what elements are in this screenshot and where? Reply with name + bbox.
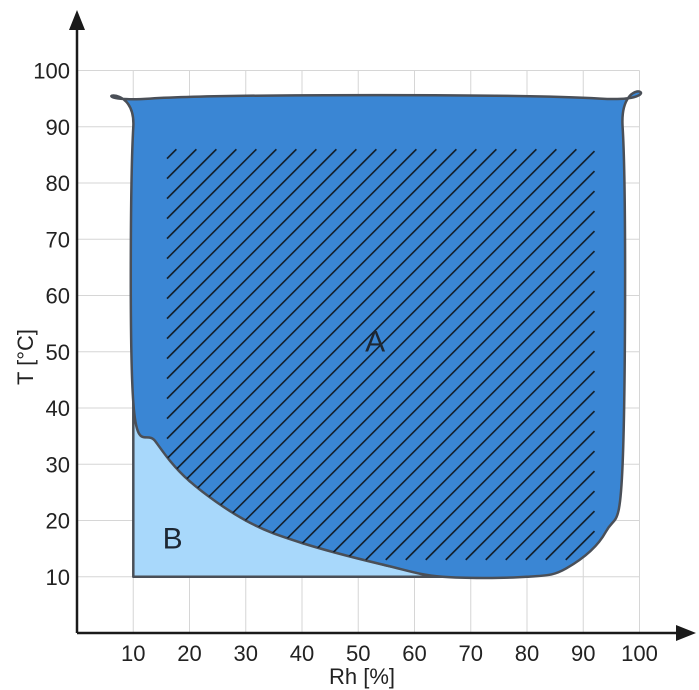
- hatch-line: [166, 148, 177, 160]
- y-axis-label: T [°C]: [13, 329, 38, 385]
- axes: [69, 10, 696, 641]
- hatch-line: [405, 370, 596, 561]
- hatch-line: [285, 250, 596, 561]
- hatch-line: [166, 148, 257, 240]
- hatch-line: [166, 148, 417, 400]
- y-tick-label: 60: [46, 284, 70, 309]
- y-tick-label: 70: [46, 227, 70, 252]
- hatch-line: [166, 148, 537, 520]
- hatch-line: [166, 148, 377, 360]
- x-tick-label: 20: [177, 641, 201, 666]
- hatch-line: [485, 450, 596, 561]
- hatch-line: [205, 170, 596, 561]
- hatch-line: [166, 148, 277, 260]
- hatch-line: [385, 350, 596, 561]
- hatch-line: [565, 530, 596, 561]
- hatch-line: [445, 410, 596, 561]
- hatch-line: [505, 470, 596, 561]
- hatch-line: [166, 148, 297, 280]
- region-a-label: A: [365, 326, 385, 359]
- y-tick-label: 30: [46, 452, 70, 477]
- region-b-label: B: [163, 522, 183, 555]
- x-tick-label: 60: [402, 641, 426, 666]
- hatch-line: [166, 148, 477, 460]
- y-tick-label: 100: [33, 59, 70, 84]
- y-tick-label: 20: [46, 509, 70, 534]
- hatch-line: [166, 148, 557, 540]
- hatch-line: [185, 150, 596, 561]
- hatch-line: [166, 148, 197, 180]
- x-tick-label: 100: [621, 641, 658, 666]
- hatch-line: [245, 210, 596, 561]
- hatch-line: [425, 390, 596, 561]
- x-tick-label: 70: [459, 641, 483, 666]
- y-tick-label: 90: [46, 115, 70, 140]
- y-tick-label: 40: [46, 396, 70, 421]
- y-axis-arrow-icon: [69, 10, 85, 30]
- x-tick-label: 90: [571, 641, 595, 666]
- hatch-line: [166, 148, 217, 200]
- hatch-line: [166, 148, 317, 300]
- x-tick-label: 30: [234, 641, 258, 666]
- hatch-line: [305, 270, 596, 561]
- hatch-line: [166, 148, 357, 340]
- hatch-line: [166, 148, 237, 220]
- hatch-line: [365, 330, 596, 561]
- y-tick-label: 10: [46, 565, 70, 590]
- hatch-line: [545, 510, 596, 561]
- hatch-line: [166, 148, 577, 560]
- region-a-hatching: [166, 148, 596, 561]
- hatch-line: [225, 190, 596, 561]
- hatch-line: [166, 148, 517, 500]
- x-tick-label: 80: [515, 641, 539, 666]
- hatch-line: [166, 148, 337, 320]
- y-tick-label: 50: [46, 340, 70, 365]
- x-axis-arrow-icon: [676, 625, 696, 641]
- hatch-line: [525, 490, 596, 561]
- hatch-line: [265, 230, 596, 561]
- hatch-line: [166, 148, 437, 420]
- hatch-line: [345, 310, 596, 561]
- tick-labels: 10 20 30 40 50 60 70 80 90 100 10 20 30 40 50 60 70 80 90 1…: [33, 59, 658, 667]
- hatch-line: [325, 290, 596, 561]
- hatch-line: [166, 148, 457, 440]
- x-axis-label: Rh [%]: [329, 664, 395, 689]
- x-tick-label: 40: [290, 641, 314, 666]
- hatch-line: [166, 148, 397, 380]
- hatch-line: [465, 430, 596, 561]
- x-tick-label: 50: [346, 641, 370, 666]
- y-tick-label: 80: [46, 171, 70, 196]
- hatch-line: [166, 148, 497, 480]
- x-tick-label: 10: [121, 641, 145, 666]
